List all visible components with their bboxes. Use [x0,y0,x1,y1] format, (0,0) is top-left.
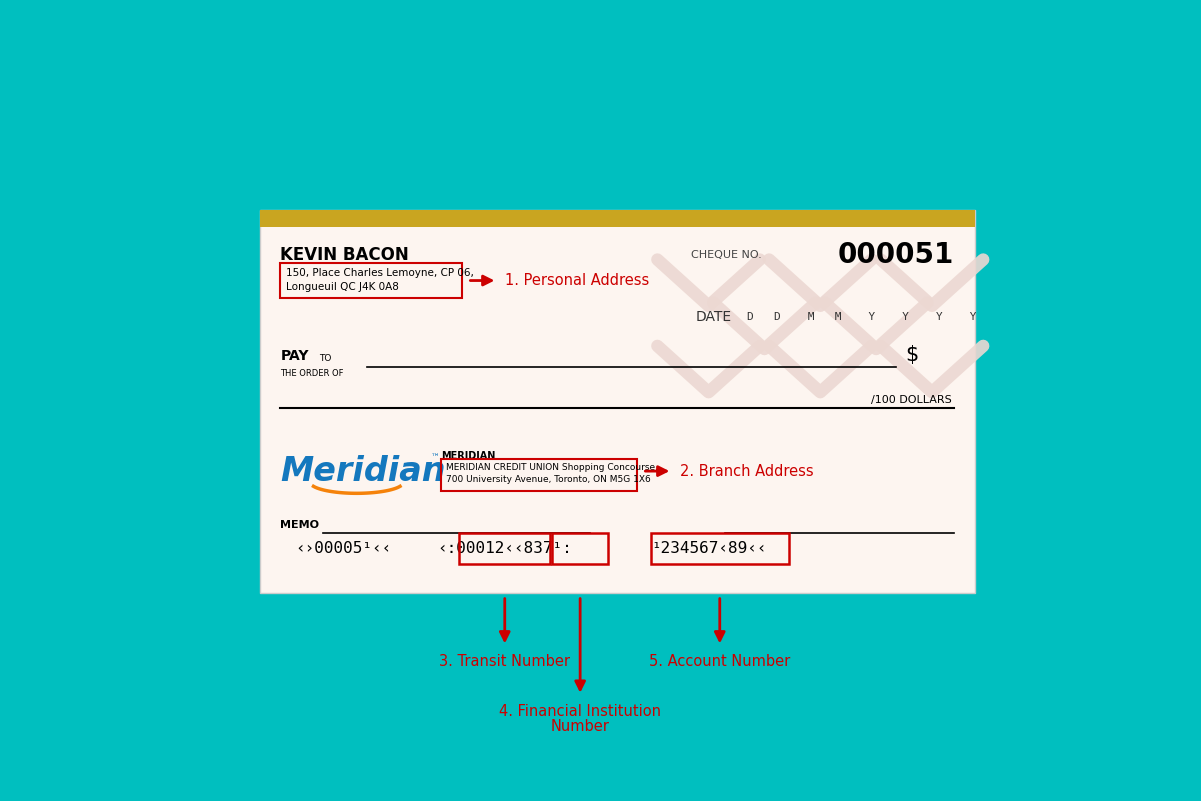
Text: Meridian: Meridian [280,455,446,488]
Text: 000051: 000051 [838,241,955,269]
Text: ¹234567‹89‹‹: ¹234567‹89‹‹ [651,541,766,556]
Bar [442,459,637,491]
Text: MERIDIAN CREDIT UNION Shopping Concourse,: MERIDIAN CREDIT UNION Shopping Concourse… [446,463,658,472]
Text: DATE: DATE [695,310,731,324]
Text: Number: Number [551,719,610,734]
Text: D   D    M   M    Y    Y    Y    Y: D D M M Y Y Y Y [747,312,976,322]
Text: PAY: PAY [280,349,309,363]
Bar [280,263,462,299]
Bar [651,533,789,564]
Text: Longueuil QC J4K 0A8: Longueuil QC J4K 0A8 [286,282,399,292]
Text: ‹›00005¹‹‹: ‹›00005¹‹‹ [295,541,392,556]
Bar [259,210,975,227]
Text: $: $ [906,345,919,365]
Text: 1. Personal Address: 1. Personal Address [504,273,649,288]
Text: KEVIN BACON: KEVIN BACON [280,246,410,264]
Text: 150, Place Charles Lemoyne, CP 06,: 150, Place Charles Lemoyne, CP 06, [286,268,474,278]
Bar [552,533,608,564]
Text: 700 University Avenue, Toronto, ON M5G 1X6: 700 University Avenue, Toronto, ON M5G 1… [446,475,651,484]
Text: 4. Financial Institution: 4. Financial Institution [500,703,661,718]
Text: 2. Branch Address: 2. Branch Address [680,464,813,479]
Text: CHEQUE NO.: CHEQUE NO. [691,250,761,260]
Text: THE ORDER OF: THE ORDER OF [280,368,343,378]
Text: ‹:00012‹‹837¹:: ‹:00012‹‹837¹: [437,541,572,556]
Text: 3. Transit Number: 3. Transit Number [440,654,570,670]
Text: /100 DOLLARS: /100 DOLLARS [871,395,951,405]
Text: TO: TO [318,354,331,363]
Bar [459,533,550,564]
Text: 5. Account Number: 5. Account Number [649,654,790,670]
Bar [259,210,975,593]
Text: MEMO: MEMO [280,521,319,530]
Text: ™: ™ [430,453,440,462]
Text: MERIDIAN: MERIDIAN [442,451,496,461]
